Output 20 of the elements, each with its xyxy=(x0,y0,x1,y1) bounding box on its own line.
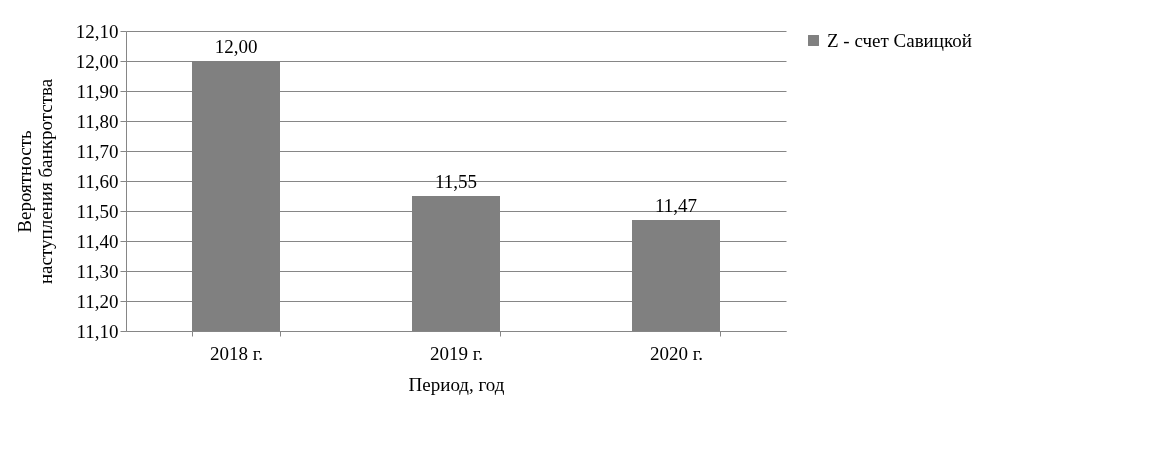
y-tick-label: 11,10 xyxy=(76,320,119,342)
data-label: 11,55 xyxy=(434,171,478,192)
x-axis-title: Период, год xyxy=(408,373,505,395)
legend-label: Z - счет Савицкой xyxy=(827,29,972,51)
y-tick-label: 11,60 xyxy=(76,170,119,192)
y-tick-label: 12,00 xyxy=(75,50,119,72)
y-tick-label: 11,50 xyxy=(76,200,119,222)
y-tick-label: 11,70 xyxy=(76,140,119,162)
y-tick-label: 11,90 xyxy=(76,80,119,102)
y-tick-label: 11,40 xyxy=(76,230,119,252)
y-tick-label: 11,30 xyxy=(76,260,119,282)
x-tick-label: 2018 г. xyxy=(209,342,264,364)
y-tick-label: 11,80 xyxy=(76,110,119,132)
data-label: 12,00 xyxy=(214,36,258,57)
x-tick-label: 2019 г. xyxy=(429,342,484,364)
y-tick-label: 12,10 xyxy=(75,20,119,42)
x-tick-label: 2020 г. xyxy=(649,342,704,364)
data-label: 11,47 xyxy=(654,195,698,216)
y-axis-title: Вероятность наступления банкротства xyxy=(13,78,56,285)
y-tick-label: 11,20 xyxy=(76,290,119,312)
